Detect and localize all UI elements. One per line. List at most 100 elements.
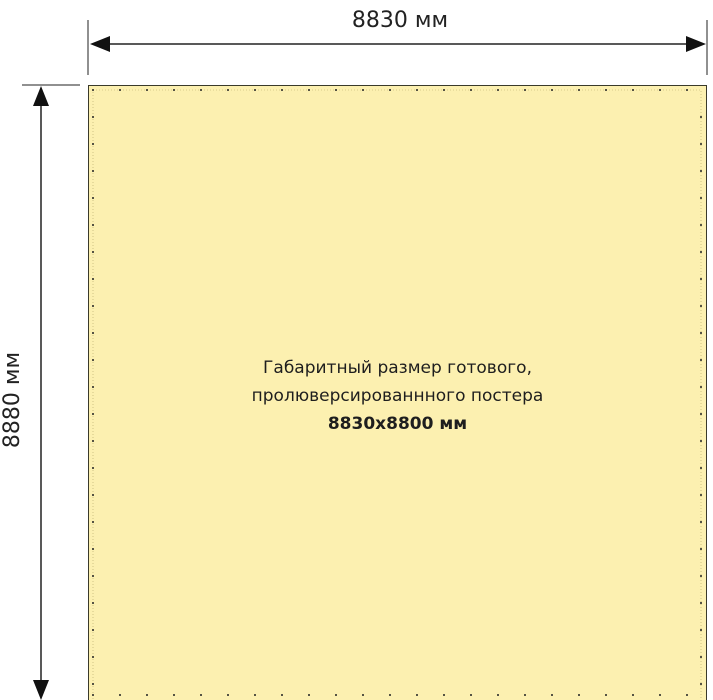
eyelet-dot bbox=[700, 521, 702, 523]
eyelet-dot bbox=[92, 386, 94, 388]
eyelet-dot bbox=[92, 89, 94, 91]
eyelet-dot bbox=[700, 197, 702, 199]
eyelet-dot bbox=[416, 89, 418, 91]
eyelet-dot bbox=[443, 89, 445, 91]
eyelet-dot bbox=[389, 694, 391, 696]
poster-area: Габаритный размер готового, пролюверсиро… bbox=[88, 85, 707, 700]
eyelet-dot bbox=[700, 251, 702, 253]
eyelet-dot bbox=[497, 89, 499, 91]
eyelet-dot bbox=[92, 467, 94, 469]
eyelet-dot bbox=[443, 694, 445, 696]
eyelet-dot bbox=[200, 89, 202, 91]
eyelet-dot bbox=[119, 694, 121, 696]
eyelet-dot bbox=[700, 143, 702, 145]
eyelet-dot bbox=[119, 89, 121, 91]
eyelet-dot bbox=[700, 494, 702, 496]
eyelet-dot bbox=[578, 694, 580, 696]
eyelet-dot bbox=[92, 629, 94, 631]
eyelet-dot bbox=[227, 89, 229, 91]
eyelet-dot bbox=[92, 116, 94, 118]
eyelet-dot bbox=[659, 89, 661, 91]
height-arrow-top-icon bbox=[33, 86, 49, 106]
eyelet-dot bbox=[659, 694, 661, 696]
eyelet-dot bbox=[92, 602, 94, 604]
eyelet-dot bbox=[700, 170, 702, 172]
eyelet-dot bbox=[335, 694, 337, 696]
eyelet-dot bbox=[551, 694, 553, 696]
eyelet-dot bbox=[605, 694, 607, 696]
eyelet-dot bbox=[497, 694, 499, 696]
eyelet-dot bbox=[700, 575, 702, 577]
poster-caption: Габаритный размер готового, пролюверсиро… bbox=[89, 354, 706, 438]
eyelet-dot bbox=[92, 332, 94, 334]
height-arrow-bottom-icon bbox=[33, 680, 49, 700]
eyelet-dot bbox=[686, 694, 688, 696]
eyelet-dot bbox=[551, 89, 553, 91]
eyelet-dot bbox=[700, 116, 702, 118]
eyelet-dot bbox=[173, 694, 175, 696]
eyelet-dot bbox=[227, 694, 229, 696]
width-arrow-right-icon bbox=[686, 36, 706, 52]
eyelet-dot bbox=[92, 251, 94, 253]
eyelet-dot bbox=[700, 332, 702, 334]
caption-line-2: пролюверсированнного постера bbox=[251, 386, 544, 406]
eyelet-dot bbox=[700, 683, 702, 685]
eyelet-dot bbox=[281, 694, 283, 696]
eyelet-dot bbox=[524, 89, 526, 91]
hem-seam bbox=[92, 89, 702, 700]
eyelet-dot bbox=[92, 305, 94, 307]
eyelet-dot bbox=[92, 494, 94, 496]
eyelet-dot bbox=[470, 89, 472, 91]
eyelet-dot bbox=[146, 694, 148, 696]
eyelet-dot bbox=[92, 521, 94, 523]
eyelet-dot bbox=[470, 694, 472, 696]
eyelet-dot bbox=[700, 224, 702, 226]
eyelet-dot bbox=[92, 548, 94, 550]
eyelet-dot bbox=[700, 440, 702, 442]
eyelet-dot bbox=[700, 629, 702, 631]
eyelet-dot bbox=[146, 89, 148, 91]
eyelet-dot bbox=[700, 305, 702, 307]
eyelet-dot bbox=[389, 89, 391, 91]
eyelet-dot bbox=[200, 694, 202, 696]
eyelet-dot bbox=[416, 694, 418, 696]
eyelet-dots bbox=[92, 89, 702, 700]
eyelet-dot bbox=[281, 89, 283, 91]
eyelet-dot bbox=[335, 89, 337, 91]
eyelet-dot bbox=[524, 694, 526, 696]
eyelet-dot bbox=[308, 89, 310, 91]
eyelet-dot bbox=[700, 413, 702, 415]
eyelet-dot bbox=[254, 89, 256, 91]
eyelet-dot bbox=[362, 89, 364, 91]
eyelet-dot bbox=[362, 694, 364, 696]
eyelet-dot bbox=[700, 278, 702, 280]
eyelet-dot bbox=[632, 89, 634, 91]
eyelet-dot bbox=[92, 440, 94, 442]
eyelet-dot bbox=[173, 89, 175, 91]
width-arrow-left-icon bbox=[90, 36, 110, 52]
eyelet-dot bbox=[92, 359, 94, 361]
eyelet-dot bbox=[92, 224, 94, 226]
eyelet-dot bbox=[254, 694, 256, 696]
eyelet-dot bbox=[92, 197, 94, 199]
caption-line-1: Габаритный размер готового, bbox=[263, 358, 532, 378]
eyelet-dot bbox=[700, 602, 702, 604]
eyelet-dot bbox=[92, 143, 94, 145]
eyelet-dot bbox=[700, 386, 702, 388]
eyelet-dot bbox=[700, 656, 702, 658]
eyelet-dot bbox=[700, 467, 702, 469]
eyelet-dot bbox=[308, 694, 310, 696]
eyelet-dot bbox=[92, 413, 94, 415]
width-label: 8830 мм bbox=[351, 8, 449, 33]
eyelet-dot bbox=[578, 89, 580, 91]
height-label: 8880 мм bbox=[0, 351, 25, 449]
eyelet-dot bbox=[632, 694, 634, 696]
eyelet-dot bbox=[92, 278, 94, 280]
eyelet-dot bbox=[700, 359, 702, 361]
eyelet-dot bbox=[700, 548, 702, 550]
eyelet-dot bbox=[92, 575, 94, 577]
eyelet-dot bbox=[686, 89, 688, 91]
eyelet-dot bbox=[605, 89, 607, 91]
eyelet-dot bbox=[92, 170, 94, 172]
